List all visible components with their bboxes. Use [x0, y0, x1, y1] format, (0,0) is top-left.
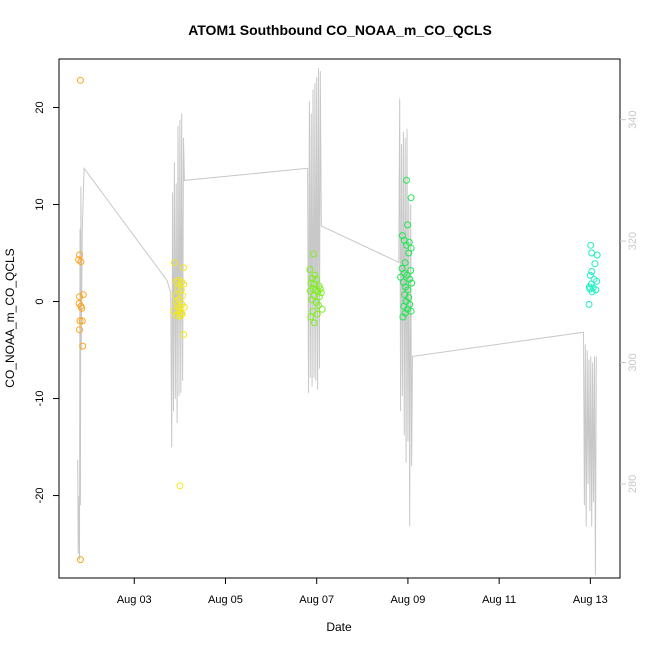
- right-y-tick-label: 280: [627, 475, 639, 493]
- data-point: [404, 305, 411, 313]
- data-point: [405, 249, 413, 257]
- data-point: [407, 194, 415, 202]
- data-point: [408, 279, 416, 287]
- data-point: [180, 264, 187, 272]
- x-tick-label: Aug 09: [390, 594, 425, 606]
- x-tick-label: Aug 03: [117, 594, 152, 606]
- data-point: [314, 288, 322, 296]
- x-tick-label: Aug 05: [208, 594, 243, 606]
- x-tick-label: Aug 07: [299, 594, 334, 606]
- right-y-tick-label: 320: [627, 232, 639, 250]
- right-y-tick-label: 340: [627, 111, 639, 129]
- data-point: [401, 259, 409, 267]
- data-point: [399, 313, 407, 321]
- data-point: [76, 293, 83, 301]
- data-point: [178, 278, 186, 286]
- data-point: [308, 274, 316, 282]
- data-point: [76, 251, 83, 259]
- data-point: [404, 221, 411, 229]
- data-point: [306, 287, 314, 295]
- data-point: [586, 271, 594, 279]
- chart-title: ATOM1 Southbound CO_NOAA_m_CO_QCLS: [188, 22, 492, 38]
- data-point: [318, 305, 326, 313]
- data-point: [588, 288, 596, 296]
- data-point: [79, 291, 87, 299]
- data-point: [76, 326, 83, 334]
- line-series-layer: [77, 68, 597, 576]
- data-point: [180, 303, 188, 311]
- data-point: [180, 331, 187, 338]
- data-point: [307, 313, 315, 321]
- data-point: [75, 256, 83, 264]
- data-point: [180, 280, 187, 288]
- data-point: [310, 250, 317, 258]
- data-point: [403, 176, 410, 184]
- data-point: [78, 304, 86, 312]
- x-axis: Aug 03 Aug 05 Aug 07 Aug 09 Aug 11 Aug 13: [117, 578, 608, 606]
- data-point: [407, 267, 415, 274]
- y-tick-label: -10: [34, 391, 46, 407]
- data-point: [170, 307, 178, 315]
- data-point: [317, 289, 325, 297]
- data-point: [591, 260, 599, 268]
- data-point: [401, 309, 409, 317]
- data-point: [170, 259, 178, 267]
- data-point: [79, 342, 87, 350]
- data-point: [315, 293, 323, 301]
- line-series-path: [77, 68, 597, 576]
- x-axis-label: Date: [326, 620, 352, 634]
- data-point: [398, 232, 406, 240]
- data-point: [176, 482, 184, 490]
- y-axis: -20 -10 0 10 20: [34, 101, 59, 503]
- y-tick-label: 0: [34, 298, 46, 304]
- x-tick-label: Aug 11: [482, 594, 516, 606]
- data-point: [406, 275, 414, 283]
- data-point: [76, 76, 84, 84]
- scatter-points-layer: [75, 76, 601, 564]
- plot-frame: [58, 58, 621, 579]
- data-point: [407, 307, 415, 315]
- data-point: [76, 556, 84, 564]
- right-y-axis: 280 300 320 340: [620, 111, 639, 493]
- data-point: [315, 301, 322, 309]
- data-point: [310, 319, 318, 327]
- data-point: [77, 258, 85, 266]
- data-point: [593, 251, 601, 259]
- data-point: [585, 300, 593, 308]
- right-y-tick-label: 300: [627, 353, 639, 371]
- x-tick-label: Aug 13: [573, 594, 608, 606]
- data-point: [174, 285, 182, 293]
- data-point: [313, 310, 321, 318]
- data-point: [588, 268, 596, 275]
- data-point: [592, 286, 600, 294]
- data-point: [404, 286, 412, 294]
- data-point: [593, 277, 601, 285]
- y-tick-label: 10: [34, 198, 46, 210]
- y-axis-label: CO_NOAA_m_CO_QCLS: [3, 248, 17, 387]
- y-tick-label: 20: [34, 101, 46, 113]
- data-point: [78, 317, 86, 325]
- data-point: [176, 312, 184, 320]
- data-point: [306, 266, 314, 273]
- y-tick-label: -20: [34, 488, 46, 504]
- data-point: [178, 310, 186, 318]
- data-point: [587, 241, 595, 249]
- data-point: [179, 292, 187, 300]
- data-point: [171, 292, 179, 300]
- data-point: [76, 317, 84, 325]
